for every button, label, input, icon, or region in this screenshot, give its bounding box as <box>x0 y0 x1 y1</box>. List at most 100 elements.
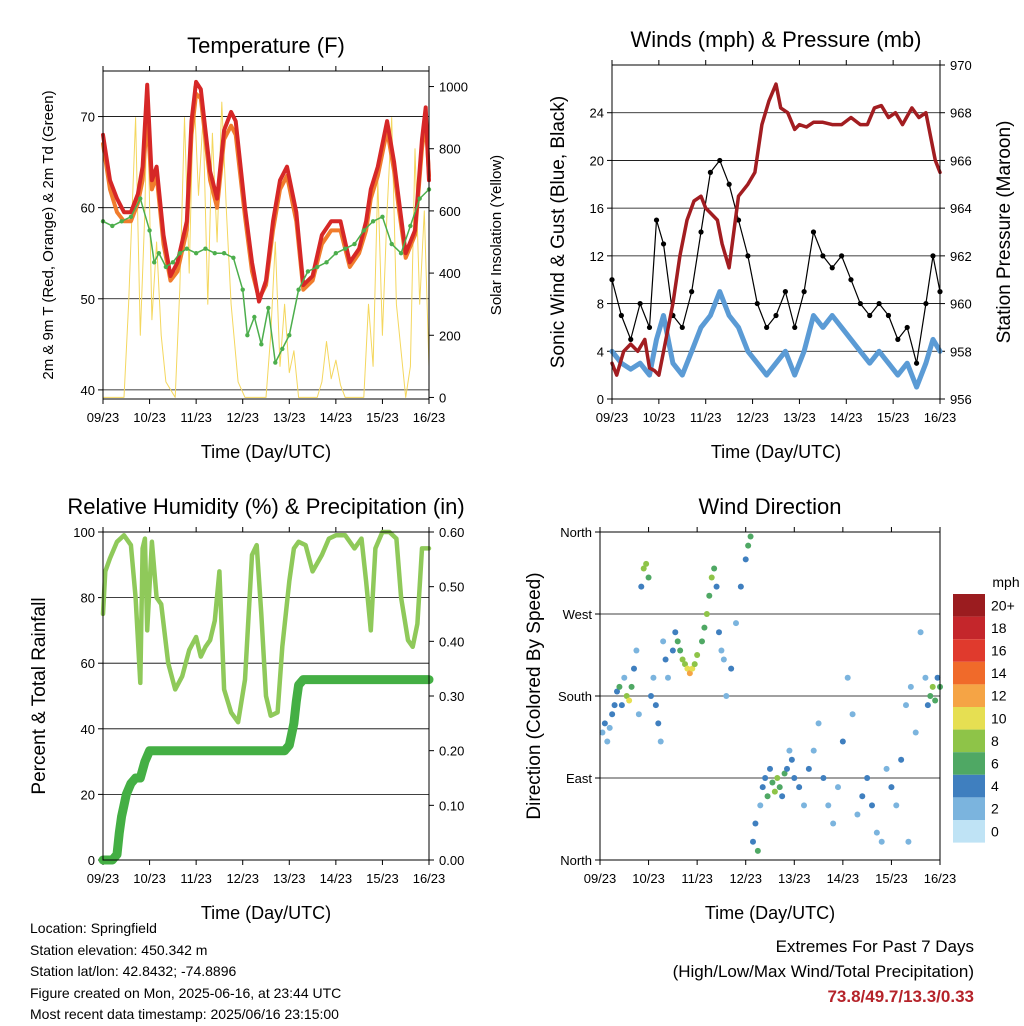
x-tick-label: 09/23 <box>87 871 120 886</box>
direction-point <box>835 784 841 791</box>
extremes-box: Extremes For Past 7 Days (High/Low/Max W… <box>673 934 974 1009</box>
series-point <box>280 346 285 352</box>
plot-border <box>102 531 430 861</box>
rh-xlabel: Time (Day/UTC) <box>201 903 331 923</box>
direction-point <box>657 738 664 745</box>
station-info: Location: Springfield Station elevation:… <box>30 918 341 1026</box>
series-point <box>259 342 264 347</box>
series-point <box>857 300 863 307</box>
series-point <box>193 251 199 256</box>
y2-tick-label: 966 <box>950 153 972 168</box>
y-tick-label: South <box>558 689 592 704</box>
series-point <box>904 324 910 331</box>
colorbar-label: 8 <box>991 733 999 749</box>
series-point <box>110 223 115 229</box>
direction-point <box>626 697 633 704</box>
series-point <box>698 229 704 235</box>
direction-point <box>723 693 730 699</box>
series-point <box>119 219 124 224</box>
series-point <box>707 169 714 175</box>
series-point <box>848 277 854 283</box>
x-tick-label: 12/23 <box>736 410 769 425</box>
direction-point <box>643 560 650 567</box>
x-tick-label: 13/23 <box>783 410 816 425</box>
x-tick-label: 14/23 <box>320 871 353 886</box>
direction-point <box>599 729 606 736</box>
direction-point <box>662 656 669 663</box>
direction-point <box>708 574 715 581</box>
direction-point <box>691 661 698 668</box>
direction-point <box>606 724 613 731</box>
colorbar-label: 10 <box>991 710 1007 726</box>
direction-point <box>742 556 749 563</box>
series-point <box>305 269 311 274</box>
y-tick-label: 8 <box>597 297 604 312</box>
direction-point <box>769 779 776 786</box>
winds-ylabel-left: Sonic Wind & Gust (Blue, Black) <box>548 96 569 368</box>
x-tick-label: 11/23 <box>180 871 212 886</box>
direction-point <box>689 665 696 672</box>
direction-point <box>737 583 744 590</box>
direction-point <box>776 784 783 791</box>
y-tick-label: 50 <box>81 292 95 307</box>
direction-point <box>699 638 705 645</box>
colorbar-swatch <box>953 684 985 707</box>
series-point <box>203 246 208 251</box>
direction-point <box>604 738 611 745</box>
series-point <box>342 246 348 251</box>
y2-tick-label: 0.10 <box>439 798 464 813</box>
direction-point <box>932 697 939 704</box>
colorbar-swatch <box>953 797 985 820</box>
x-tick-label: 15/23 <box>877 410 910 425</box>
series-point <box>245 333 250 338</box>
direction-point <box>927 693 934 699</box>
y-tick-label: East <box>566 771 592 786</box>
x-tick-label: 15/23 <box>875 871 908 886</box>
direction-point <box>633 647 640 654</box>
colorbar-label: 14 <box>991 665 1007 681</box>
y-tick-label: 40 <box>81 383 95 398</box>
direction-point <box>754 847 761 854</box>
series-point <box>895 336 901 342</box>
y2-tick-label: 960 <box>950 297 972 312</box>
y-tick-label: 0 <box>597 392 604 407</box>
y-tick-label: 70 <box>81 110 95 125</box>
y-tick-label: 16 <box>590 201 604 216</box>
series-point <box>930 253 936 259</box>
direction-xlabel: Time (Day/UTC) <box>705 903 835 923</box>
x-tick-label: 11/23 <box>180 410 212 425</box>
direction-point <box>788 756 795 763</box>
x-tick-label: 14/23 <box>827 871 860 886</box>
direction-point <box>640 565 647 572</box>
colorbar-swatch <box>953 661 985 685</box>
direction-ylabel-left: Direction (Colored By Speed) <box>524 572 545 819</box>
y-tick-label: North <box>560 525 592 540</box>
y-tick-label: 40 <box>81 722 95 737</box>
y-tick-label: 20 <box>590 153 604 168</box>
direction-point <box>745 542 752 549</box>
direction-point <box>905 838 912 845</box>
x-tick-label: 12/23 <box>226 410 259 425</box>
rh-title: Relative Humidity (%) & Precipitation (i… <box>67 494 464 519</box>
x-tick-label: 10/23 <box>632 871 665 886</box>
direction-point <box>888 784 895 791</box>
y-tick-label: 12 <box>590 249 604 264</box>
x-tick-label: 10/23 <box>643 410 676 425</box>
direction-point <box>623 693 630 699</box>
colorbar-label: 18 <box>991 620 1007 636</box>
series-point <box>867 312 873 319</box>
direction-point <box>645 574 652 581</box>
direction-point <box>618 702 625 709</box>
direction-point <box>839 738 846 745</box>
direction-panel: North East South West North 09/23 10/23 11/23 12… <box>524 494 1020 923</box>
colorbar-label: 4 <box>991 778 999 794</box>
direction-point <box>628 683 635 690</box>
series-point <box>361 228 366 233</box>
series-line <box>102 86 430 398</box>
direction-point <box>786 747 793 754</box>
direction-point <box>694 652 701 658</box>
x-tick-label: 15/23 <box>366 410 399 425</box>
series-point <box>128 214 134 219</box>
y-tick-label: 60 <box>81 201 95 216</box>
colorbar-swatch <box>953 820 985 843</box>
